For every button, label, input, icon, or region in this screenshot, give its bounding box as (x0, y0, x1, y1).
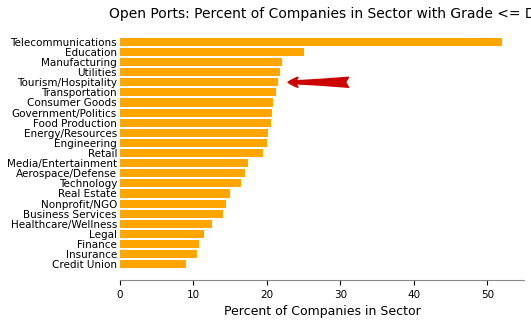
Bar (120, 189, 230, 198)
Bar (120, 250, 197, 258)
Bar (120, 139, 267, 147)
Bar (120, 58, 281, 66)
Title: Open Ports: Percent of Companies in Sector with Grade <= D: Open Ports: Percent of Companies in Sect… (109, 7, 531, 21)
Bar (120, 260, 186, 268)
Bar (120, 169, 245, 177)
Bar (120, 149, 263, 157)
X-axis label: Percent of Companies in Sector: Percent of Companies in Sector (224, 305, 421, 318)
Bar (120, 159, 249, 167)
Bar (120, 119, 270, 127)
Bar (120, 200, 226, 208)
Bar (120, 129, 268, 137)
Bar (120, 230, 204, 238)
Bar (120, 78, 278, 86)
Bar (120, 48, 304, 56)
Bar (120, 210, 222, 218)
Bar (120, 68, 280, 76)
Bar (120, 179, 241, 188)
Bar (120, 38, 502, 46)
Bar (120, 220, 212, 228)
Bar (120, 240, 199, 248)
Bar (120, 98, 273, 107)
Bar (120, 109, 272, 117)
Bar (120, 88, 276, 97)
